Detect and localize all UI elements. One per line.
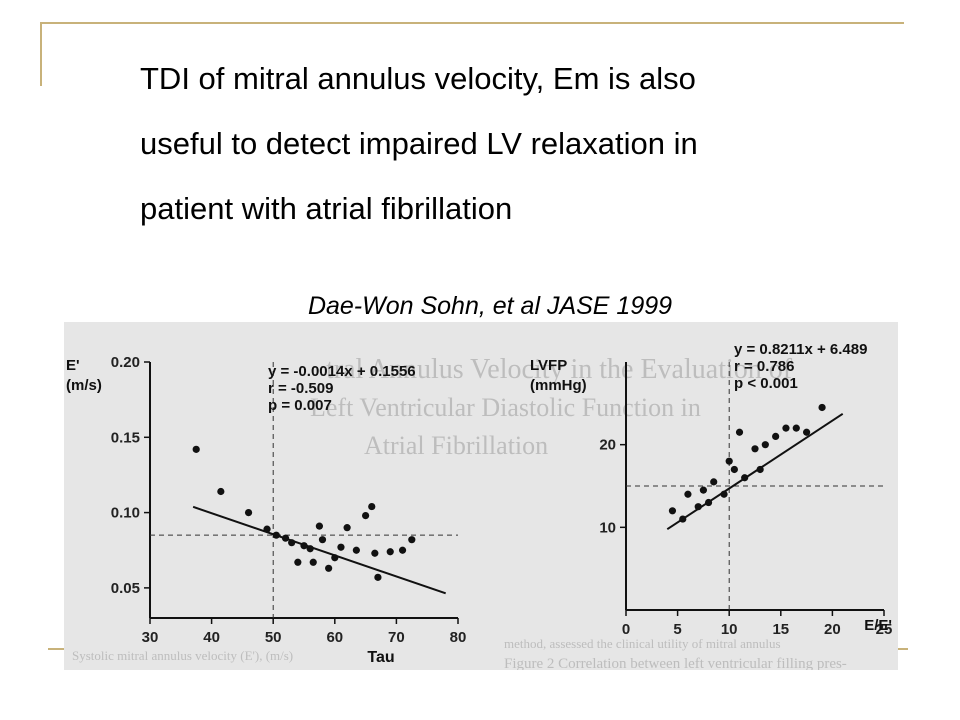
left-plot-y-tick-label: 0.20 — [111, 354, 140, 371]
left-plot-data-point — [386, 548, 394, 556]
left-plot-data-point — [300, 542, 308, 550]
right-plot-data-point — [725, 457, 733, 465]
right-plot-data-point — [720, 490, 728, 498]
left-plot-x-label: Tau — [367, 649, 394, 666]
left-plot-x-tick-label: 80 — [450, 629, 467, 646]
citation: Dae-Won Sohn, et al JASE 1999 — [307, 292, 673, 320]
right-plot-x-tick-label: 20 — [824, 621, 841, 638]
left-plot-data-point — [272, 531, 280, 539]
left-plot-y-tick-label: 0.10 — [111, 505, 140, 522]
slide-bottom-rule-right — [896, 648, 908, 650]
title-line-1: TDI of mitral annulus velocity, Em is al… — [140, 61, 696, 96]
right-plot-data-point — [818, 403, 826, 412]
left-plot-data-point — [244, 508, 253, 517]
left-plot-data-point — [398, 546, 407, 554]
scanned-figure: tral Annulus Velocity in the Evaluation … — [64, 322, 898, 670]
right-plot-annotation-line-3: p < 0.001 — [734, 375, 798, 392]
right-plot-data-point — [741, 474, 749, 482]
right-plot-data-point — [684, 490, 692, 498]
left-plot-data-point — [352, 546, 360, 554]
left-plot-data-point — [325, 564, 333, 572]
right-plot-x-tick-label: 15 — [772, 621, 789, 638]
left-plot-data-point — [318, 536, 327, 544]
left-plot-data-point — [368, 502, 376, 511]
ghost-left-caption: Systolic mitral annulus velocity (E'), (… — [72, 648, 293, 663]
right-plot-data-point — [761, 441, 769, 449]
right-plot-y-tick-label: 10 — [599, 519, 616, 536]
slide-left-rule — [40, 22, 42, 86]
left-plot-y-label-line-2: (m/s) — [66, 377, 102, 394]
left-plot-x-tick-label: 70 — [388, 629, 405, 646]
right-plot-data-point — [668, 507, 677, 515]
left-plot-data-point — [374, 573, 382, 581]
left-plot-data-point — [343, 524, 351, 532]
ghost-caption: Figure 2 Correlation between left ventri… — [504, 656, 847, 670]
left-plot-data-point — [288, 539, 296, 547]
right-plot-data-point — [735, 428, 744, 436]
slide-top-rule — [40, 22, 904, 24]
left-plot-data-point — [337, 543, 345, 551]
left-plot-data-point — [281, 534, 290, 542]
right-plot-data-point — [792, 424, 800, 432]
left-plot-y-label-line-1: E' — [66, 357, 80, 374]
left-plot-annotation-line-2: r = -0.509 — [268, 380, 333, 397]
figure-svg: tral Annulus Velocity in the Evaluation … — [66, 341, 893, 670]
right-plot-y-label-line-2: (mmHg) — [530, 377, 587, 394]
right-plot-data-point — [710, 478, 718, 486]
left-plot-y-tick-label: 0.15 — [111, 429, 140, 446]
left-plot-data-point — [315, 522, 323, 530]
right-plot-annotation-line-1: y = 0.8211x + 6.489 — [734, 341, 867, 358]
ghost-header-line-3: Atrial Fibrillation — [364, 431, 548, 460]
left-plot-data-point — [192, 445, 200, 453]
left-plot-regression-line — [192, 505, 447, 595]
right-plot-y-tick-label: 20 — [599, 437, 616, 454]
right-plot-data-point — [704, 498, 713, 507]
right-plot-data-point — [782, 424, 790, 432]
right-plot-x-label: E/E' — [864, 617, 892, 634]
left-plot-x-tick-label: 30 — [142, 629, 159, 646]
right-plot-y-label-line-1: LVFP — [530, 357, 567, 374]
slide-bottom-rule-left — [48, 648, 70, 650]
right-plot-x-tick-label: 5 — [673, 621, 681, 638]
right-plot-data-point — [694, 503, 702, 511]
ghost-right-note: method, assessed the clinical utility of… — [504, 636, 781, 651]
right-plot-data-point — [730, 465, 738, 474]
right-plot-data-point — [699, 486, 708, 494]
ghost-header-line-1: tral Annulus Velocity in the Evaluation … — [326, 354, 793, 385]
left-plot-data-point — [263, 525, 271, 533]
left-plot-annotation-line-3: p = 0.007 — [268, 397, 332, 414]
right-plot-annotation-line-2: r = 0.786 — [734, 358, 794, 375]
left-plot-data-point — [362, 512, 370, 520]
left-plot-data-point — [408, 536, 416, 544]
right-plot-regression-line — [666, 412, 844, 531]
left-plot-annotation-line-1: y = -0.0014x + 0.1556 — [268, 363, 416, 380]
right-plot-data-point — [756, 465, 764, 474]
left-plot-data-point — [331, 554, 339, 562]
slide-title: TDI of mitral annulus velocity, Em is al… — [140, 46, 860, 241]
left-plot-x-tick-label: 50 — [265, 629, 282, 646]
left-plot-x-tick-label: 40 — [203, 629, 220, 646]
title-line-3: patient with atrial fibrillation — [140, 191, 513, 226]
right-plot-x-tick-label: 25 — [876, 621, 893, 638]
left-plot-y-tick-label: 0.05 — [111, 580, 140, 597]
right-plot-x-tick-label: 10 — [721, 621, 738, 638]
left-plot-data-point — [217, 487, 225, 496]
left-plot-data-point — [306, 545, 314, 553]
ghost-header-line-2: Left Ventricular Diastolic Function in — [310, 393, 701, 422]
left-plot-data-point — [371, 549, 379, 557]
right-plot-data-point — [772, 432, 780, 440]
right-plot-data-point — [679, 515, 687, 523]
left-plot-x-tick-label: 60 — [326, 629, 343, 646]
left-plot-data-point — [294, 558, 302, 566]
left-plot-data-point — [309, 558, 317, 566]
title-line-2: useful to detect impaired LV relaxation … — [140, 126, 698, 161]
right-plot-data-point — [751, 445, 759, 453]
right-plot-data-point — [803, 428, 811, 436]
right-plot-x-tick-label: 0 — [622, 621, 630, 638]
